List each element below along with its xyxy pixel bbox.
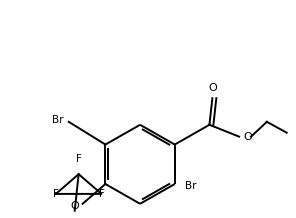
Text: O: O: [243, 132, 252, 142]
Text: F: F: [53, 189, 59, 199]
Text: O: O: [208, 83, 217, 93]
Text: Br: Br: [52, 115, 64, 125]
Text: F: F: [76, 154, 82, 164]
Text: F: F: [99, 189, 104, 199]
Text: Br: Br: [185, 181, 196, 191]
Text: O: O: [70, 201, 79, 211]
